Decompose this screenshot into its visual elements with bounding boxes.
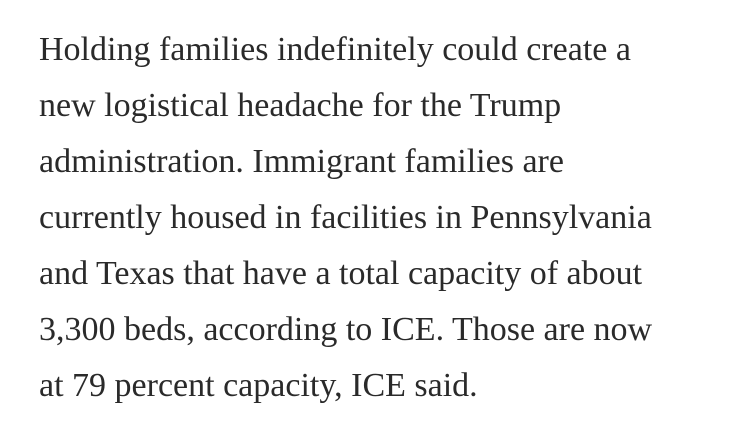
paragraph-line: new logistical headache for the Trump — [39, 87, 562, 124]
paragraph-line: 3,300 beds, according to ICE. Those are … — [39, 311, 653, 348]
article-paragraph: Holding families indefinitely could crea… — [39, 22, 744, 414]
paragraph-line: and Texas that have a total capacity of … — [39, 255, 643, 292]
paragraph-line: Holding families indefinitely could crea… — [39, 31, 631, 68]
paragraph-line: administration. Immigrant families are — [39, 143, 564, 180]
paragraph-line: at 79 percent capacity, ICE said. — [39, 367, 478, 404]
paragraph-line: currently housed in facilities in Pennsy… — [39, 199, 652, 236]
